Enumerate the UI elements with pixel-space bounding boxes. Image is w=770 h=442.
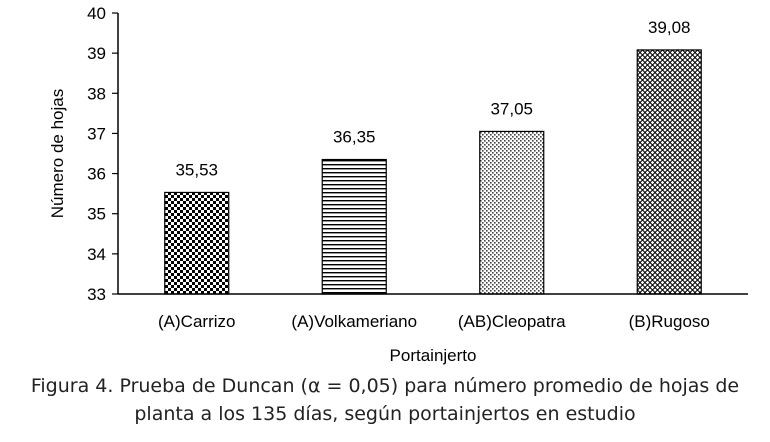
y-tick-label: 34 (87, 245, 106, 264)
data-label: 37,05 (490, 99, 533, 118)
data-labels: 35,53 36,35 37,05 39,08 (175, 18, 690, 180)
y-tick-label: 39 (87, 44, 106, 63)
y-tick-label: 38 (87, 84, 106, 103)
y-tick-label: 37 (87, 124, 106, 143)
data-label: 39,08 (648, 18, 691, 37)
x-axis-label: Portainjerto (390, 346, 477, 365)
x-tick-label: (A)Carrizo (158, 312, 235, 331)
caption-line-2: planta a los 135 días, según portainjert… (134, 403, 636, 425)
y-tick-label: 36 (87, 165, 106, 184)
bar-4 (636, 49, 702, 295)
y-axis-ticks: 33 34 35 36 37 38 39 40 (87, 4, 118, 304)
y-axis-label: Número de hojas (48, 89, 67, 218)
x-tick-label: (A)Volkameriano (291, 312, 417, 331)
figure-caption: Figura 4. Prueba de Duncan (α = 0,05) pa… (0, 372, 770, 428)
data-label: 36,35 (333, 128, 376, 147)
y-tick-label: 33 (87, 285, 106, 304)
data-label: 35,53 (175, 160, 218, 179)
bars (164, 49, 702, 295)
bar-3 (479, 130, 545, 295)
y-tick-label: 35 (87, 205, 106, 224)
caption-line-1: Figura 4. Prueba de Duncan (α = 0,05) pa… (30, 375, 740, 397)
x-axis-ticks: (A)Carrizo (A)Volkameriano (AB)Cleopatra (B… (158, 312, 710, 331)
y-tick-label: 40 (87, 4, 106, 23)
bar-2 (321, 158, 387, 295)
x-tick-label: (B)Rugoso (629, 312, 710, 331)
bar-chart: 33 34 35 36 37 38 39 40 35,53 36,35 37,05 39,08 (A… (48, 4, 748, 365)
x-tick-label: (AB)Cleopatra (458, 312, 566, 331)
bar-1 (164, 191, 230, 295)
